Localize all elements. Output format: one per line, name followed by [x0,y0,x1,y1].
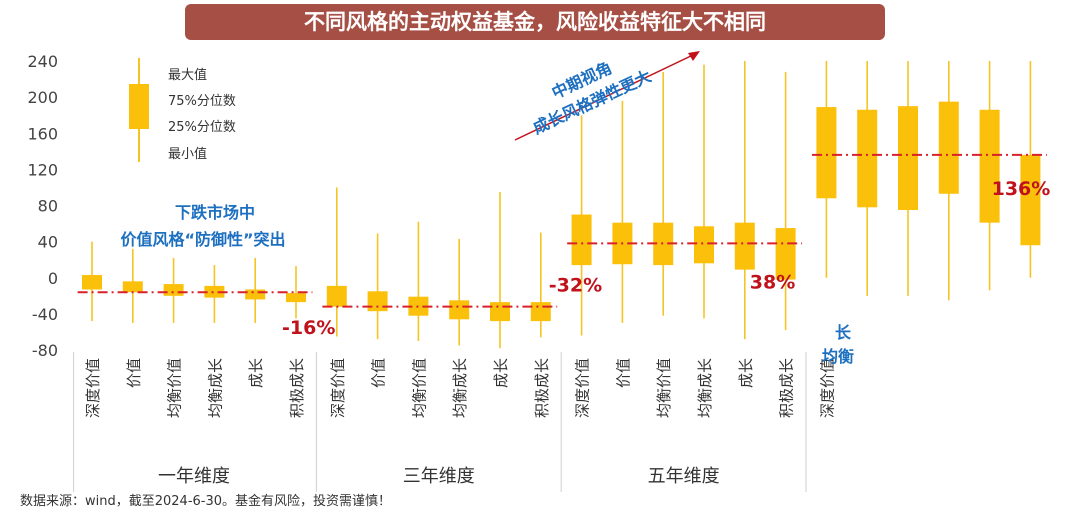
trend-arrow [514,53,696,141]
category-label: 成长 [737,358,755,388]
legend-min: 最小值 [168,146,207,162]
category-label: 均衡成长 [206,358,224,418]
legend-max: 最大值 [168,67,207,83]
y-tick-label: 80 [38,197,58,216]
category-label: 积极成长 [778,358,796,418]
group-label: 五年维度 [648,466,720,487]
chart-title: 不同风格的主动权益基金，风险收益特征大不相同 [304,10,766,34]
box [694,226,714,264]
box [490,302,510,322]
legend: 最大值 75%分位数 25%分位数 最小值 [129,58,236,162]
group-label: 三年维度 [403,466,475,487]
reference-value-label: -16% [282,317,335,339]
group-labels: 一年维度 三年维度 五年维度 [158,466,720,487]
category-label: 价值 [614,358,632,388]
y-axis: 240 200 160 120 80 40 0 -40 -80 [27,52,58,360]
legend-q25: 25%分位数 [168,120,236,135]
legend-q75: 75%分位数 [168,94,236,109]
category-label: 成长 [492,358,510,388]
category-label: 成长 [247,358,265,388]
category-labels: 深度价值 价值 均衡价值 均衡成长 成长 积极成长 深度价值 价值 均衡价值 均衡成长 成长 积极成长… [84,358,836,418]
box [245,289,266,300]
y-tick-label: 120 [27,160,58,179]
category-label: 积极成长 [533,358,551,418]
y-tick-label: 200 [27,88,58,107]
box [898,106,918,211]
y-tick-label: -80 [32,341,58,360]
y-tick-label: 40 [38,233,58,252]
annotation-long-term-1: 长 [835,323,852,342]
legend-box [129,84,149,129]
reference-lines: -16% -32% 38% 136% [77,153,1051,339]
y-tick-label: 160 [27,124,58,143]
box [122,281,143,293]
trend-arrow-head [688,51,700,61]
category-label: 深度价值 [329,358,347,418]
reference-value-label: 136% [992,178,1051,200]
box [204,285,225,298]
box [734,222,755,270]
category-label: 深度价值 [84,358,102,418]
box [326,285,347,307]
category-label: 均衡成长 [451,358,469,418]
box [979,109,1000,223]
box [775,228,796,280]
box [286,293,306,303]
reference-value-label: -32% [549,275,602,297]
category-label: 价值 [125,358,143,388]
category-label: 均衡价值 [655,358,673,418]
category-label: 均衡价值 [410,358,428,418]
category-label: 均衡价值 [166,358,184,418]
group-separators [73,352,807,492]
annotation-down-market-1: 下跌市场中 [175,203,255,222]
box [163,284,184,296]
y-tick-label: 0 [48,269,58,288]
source-note: 数据来源：wind，截至2024-6-30。基金有风险，投资需谨慎！ [20,493,391,509]
box [1020,154,1041,246]
category-label: 积极成长 [288,358,306,418]
category-label: 深度价值 [818,358,836,418]
annotation-long-term-2: 均衡 [822,347,854,366]
box-series [82,61,1041,349]
box [367,291,388,312]
y-tick-label: 240 [27,52,58,71]
annotation-down-market-2: 价值风格“防御性”突出 [120,230,285,249]
reference-value-label: 38% [750,271,795,293]
category-label: 均衡成长 [696,358,714,418]
category-label: 价值 [370,358,388,388]
y-tick-label: -40 [32,305,58,324]
box [816,107,837,199]
box [449,300,470,320]
category-label: 深度价值 [574,358,592,418]
box [938,101,959,194]
box [530,302,551,322]
box [571,214,592,266]
title-banner [185,4,885,40]
box [82,275,102,290]
group-label: 一年维度 [158,466,230,487]
box [857,109,878,208]
